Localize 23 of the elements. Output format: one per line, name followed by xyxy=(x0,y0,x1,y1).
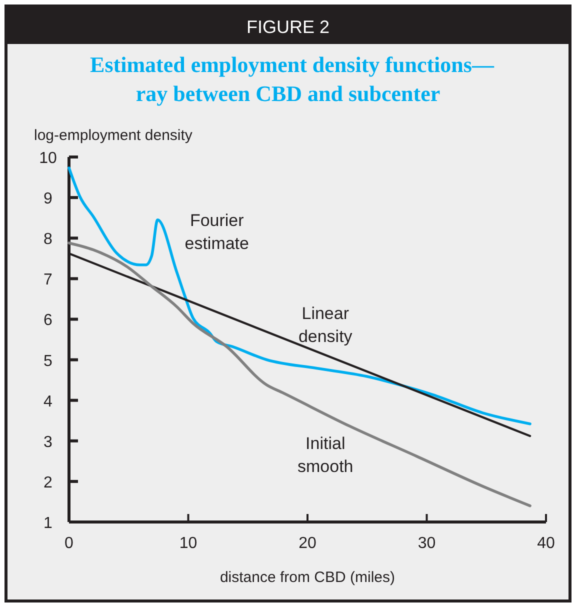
line-series xyxy=(68,166,532,426)
y-tick-label: 2 xyxy=(44,474,53,492)
y-tick-label: 10 xyxy=(39,150,57,167)
x-tick-label: 30 xyxy=(418,535,436,552)
x-axis-title: distance from CBD (miles) xyxy=(220,569,396,586)
y-tick-label: 1 xyxy=(44,515,53,532)
y-tick-label: 7 xyxy=(44,272,53,289)
series-label: Initial smooth xyxy=(298,434,354,476)
y-axis-title: log-employment density xyxy=(34,127,193,144)
x-tick-label: 20 xyxy=(298,535,316,552)
y-tick-label: 8 xyxy=(44,231,53,248)
chart-title: Estimated employment density functions—ray between CBD and subcenter xyxy=(90,52,495,106)
caption: FIGURE 2 xyxy=(246,17,330,37)
y-tick-label: 6 xyxy=(44,312,53,330)
x-tick-label: 10 xyxy=(179,535,198,552)
y-tick-label: 5 xyxy=(44,352,53,370)
y-tick-label: 4 xyxy=(44,393,53,410)
series-label: Fourier estimate xyxy=(184,210,249,253)
x-tick-label: 40 xyxy=(537,535,555,552)
x-tick-label: 0 xyxy=(64,535,74,552)
y-tick-label: 9 xyxy=(44,190,53,208)
series-label: Linear density xyxy=(298,304,353,346)
y-tick-label: 3 xyxy=(44,434,53,451)
